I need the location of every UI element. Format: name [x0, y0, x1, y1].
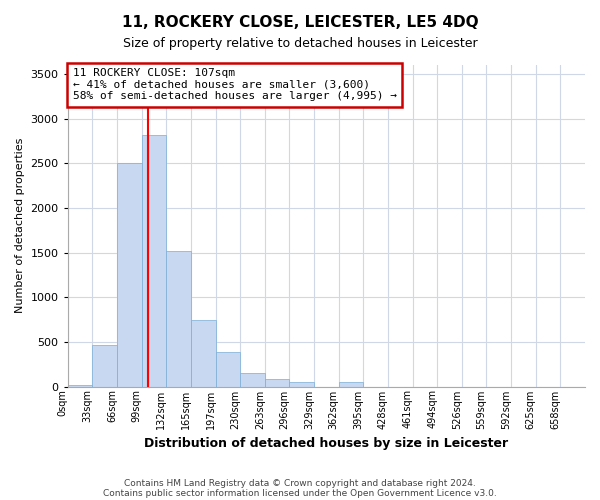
Text: Contains public sector information licensed under the Open Government Licence v3: Contains public sector information licen… — [103, 488, 497, 498]
Text: Contains HM Land Registry data © Crown copyright and database right 2024.: Contains HM Land Registry data © Crown c… — [124, 478, 476, 488]
X-axis label: Distribution of detached houses by size in Leicester: Distribution of detached houses by size … — [144, 437, 508, 450]
Text: 11, ROCKERY CLOSE, LEICESTER, LE5 4DQ: 11, ROCKERY CLOSE, LEICESTER, LE5 4DQ — [122, 15, 478, 30]
Bar — [215, 352, 240, 386]
Y-axis label: Number of detached properties: Number of detached properties — [15, 138, 25, 314]
Bar — [166, 251, 191, 386]
Bar — [265, 380, 289, 386]
Bar — [142, 134, 166, 386]
Bar — [117, 163, 142, 386]
Text: 11 ROCKERY CLOSE: 107sqm
← 41% of detached houses are smaller (3,600)
58% of sem: 11 ROCKERY CLOSE: 107sqm ← 41% of detach… — [73, 68, 397, 102]
Bar — [92, 346, 117, 387]
Bar — [338, 382, 364, 386]
Bar — [68, 384, 92, 386]
Text: Size of property relative to detached houses in Leicester: Size of property relative to detached ho… — [122, 38, 478, 51]
Bar — [191, 320, 215, 386]
Bar — [240, 372, 265, 386]
Bar — [289, 382, 314, 386]
